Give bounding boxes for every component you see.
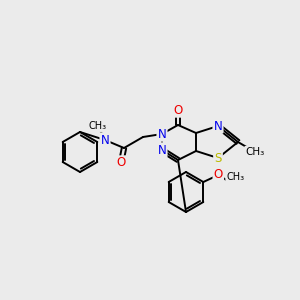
Text: N: N bbox=[158, 128, 166, 140]
Text: N: N bbox=[158, 143, 166, 157]
Text: O: O bbox=[214, 169, 223, 182]
Text: O: O bbox=[116, 157, 126, 169]
Text: O: O bbox=[173, 103, 183, 116]
Text: CH₃: CH₃ bbox=[226, 172, 244, 182]
Text: N: N bbox=[100, 134, 109, 146]
Text: CH₃: CH₃ bbox=[89, 121, 107, 131]
Text: S: S bbox=[214, 152, 222, 164]
Text: N: N bbox=[214, 119, 222, 133]
Text: CH₃: CH₃ bbox=[245, 147, 265, 157]
